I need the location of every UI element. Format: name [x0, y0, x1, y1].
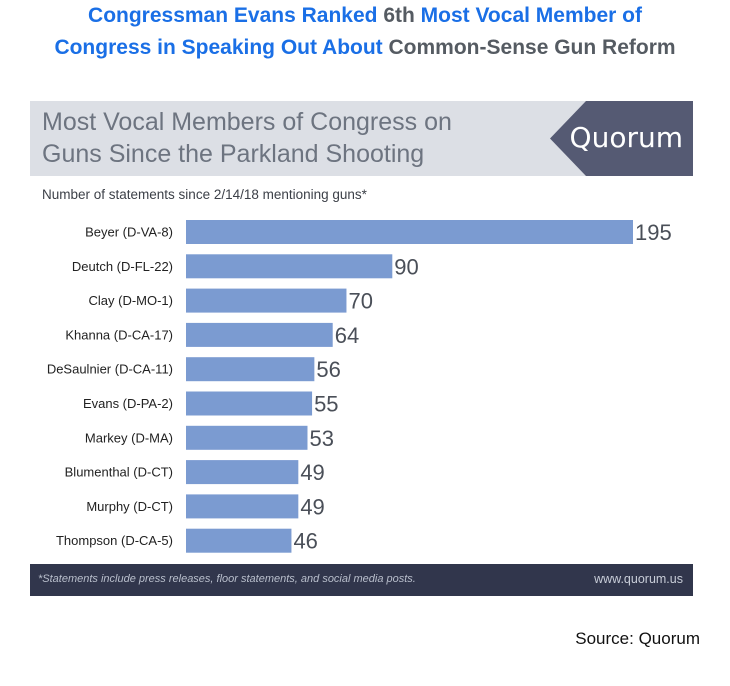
bar [186, 357, 315, 382]
category-label: Evans (D-PA-2) [83, 396, 173, 411]
chart-subtitle: Number of statements since 2/14/18 menti… [42, 187, 367, 202]
bar [186, 254, 393, 279]
bar [186, 528, 292, 553]
value-label: 49 [300, 494, 324, 519]
headline-segment: Most Vocal Member of [420, 4, 642, 27]
source-credit: Source: Quorum [575, 629, 700, 648]
headline-line-1: Congressman Evans Ranked 6th Most Vocal … [0, 0, 730, 31]
chart-title-line-2: Guns Since the Parkland Shooting [42, 140, 425, 168]
bar-chart: Beyer (D-VA-8) 195 Deutch (D-FL-22) 90 Clay … [47, 220, 672, 554]
category-label: DeSaulnier (D-CA-11) [47, 362, 173, 377]
headline-segment: Common-Sense Gun Reform [388, 36, 676, 59]
bar [186, 425, 308, 450]
bar [186, 460, 299, 485]
value-label: 70 [348, 289, 372, 314]
category-label: Murphy (D-CT) [86, 499, 173, 514]
headline-segment: 6th [383, 4, 421, 27]
bar [186, 322, 333, 347]
value-label: 49 [300, 460, 324, 485]
category-label: Beyer (D-VA-8) [85, 225, 173, 240]
chart-banner: Most Vocal Members of Congress on Guns S… [30, 101, 693, 176]
bar [186, 220, 633, 244]
bar [186, 494, 299, 519]
chart-footer: *Statements include press releases, floo… [30, 564, 693, 596]
value-label: 56 [316, 357, 340, 382]
category-label: Khanna (D-CA-17) [65, 327, 173, 342]
category-label: Blumenthal (D-CT) [65, 465, 173, 480]
website-url: www.quorum.us [594, 572, 683, 586]
logo-chevron-shape [550, 101, 693, 176]
value-label: 64 [335, 323, 359, 348]
chart-title: Most Vocal Members of Congress on Guns S… [42, 106, 512, 170]
bar [186, 288, 347, 313]
headline-segment: Congressman Evans Ranked [88, 4, 384, 27]
category-label: Markey (D-MA) [85, 430, 173, 445]
value-label: 53 [309, 426, 333, 451]
category-label: Deutch (D-FL-22) [72, 259, 173, 274]
value-label: 55 [314, 392, 338, 417]
headline-segment: Congress in Speaking Out About [54, 36, 389, 59]
bar [186, 391, 313, 416]
quorum-logo: Quorum [569, 121, 683, 154]
chart-title-line-1: Most Vocal Members of Congress on [42, 108, 452, 136]
headline-line-2: Congress in Speaking Out About Common-Se… [0, 32, 730, 63]
category-label: Thompson (D-CA-5) [56, 533, 173, 548]
value-label: 46 [293, 529, 317, 554]
category-label: Clay (D-MO-1) [89, 293, 174, 308]
footnote: *Statements include press releases, floo… [38, 573, 416, 585]
value-label: 195 [635, 220, 672, 245]
value-label: 90 [394, 254, 418, 279]
quorum-logo-background [550, 101, 693, 176]
